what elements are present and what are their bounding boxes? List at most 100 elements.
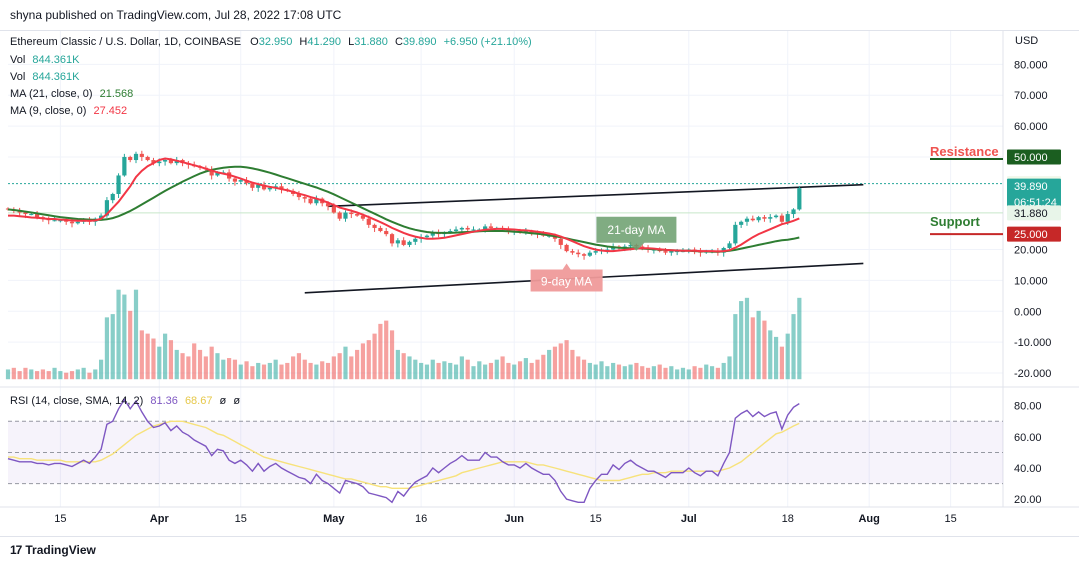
candle-body: [779, 215, 784, 222]
candle-body: [395, 240, 400, 244]
candle-body: [163, 160, 168, 162]
candle-body: [768, 217, 773, 219]
candle-body: [424, 235, 430, 238]
price-axis-label: 60.000: [1014, 121, 1048, 133]
volume-bar: [157, 346, 162, 380]
volume-bar: [756, 310, 761, 380]
candle-body: [453, 229, 459, 232]
candle-body: [744, 218, 750, 222]
volume-bar: [419, 362, 424, 380]
volume-bar: [267, 362, 272, 380]
volume-bar: [430, 359, 435, 380]
candle-body: [372, 224, 377, 228]
candle-body: [23, 212, 28, 215]
volume-bar: [744, 297, 750, 380]
ma21-callout-label: 21-day MA: [607, 223, 665, 237]
ohlc-low: 31.880: [354, 36, 388, 48]
ma9-callout-box: [530, 263, 603, 292]
volume-bar: [692, 366, 697, 380]
rsi-sma-value: 68.67: [184, 395, 213, 407]
volume-bar: [174, 349, 179, 380]
candle-body: [5, 208, 11, 210]
price-axis-label: 10.000: [1014, 275, 1048, 287]
volume-bar: [768, 330, 773, 380]
price-tag-bg: [1007, 178, 1061, 211]
volume-bar: [343, 346, 348, 380]
candle-body: [669, 251, 674, 253]
price-axis-label: 0.000: [1014, 306, 1042, 318]
tradingview-logo[interactable]: 17 TradingView: [10, 543, 96, 557]
volume-bar: [34, 371, 40, 380]
volume-bar: [552, 346, 558, 380]
publisher-bar: shyna published on TradingView.com, Jul …: [0, 0, 1079, 30]
ohlc-open-label: O: [250, 36, 259, 48]
volume-bar: [698, 367, 703, 380]
candle-body: [99, 215, 104, 219]
volume-bar: [308, 362, 313, 380]
upper-trendline: [327, 183, 864, 208]
volume-bar: [337, 353, 342, 380]
volume-bar: [244, 361, 249, 380]
candle-body: [773, 215, 779, 218]
symbol-title: Ethereum Classic / U.S. Dollar, 1D, COIN…: [10, 36, 242, 48]
price-axis-label: -20.000: [1014, 368, 1051, 380]
volume-bar: [413, 359, 418, 380]
vol-legend-2: Vol 844.361K: [10, 71, 79, 83]
vol-legend-1: Vol 844.361K: [10, 54, 79, 66]
candle-body: [413, 238, 418, 242]
ma9-value: 27.452: [93, 105, 128, 117]
volume-bar: [517, 361, 523, 380]
vol2-value: 844.361K: [32, 71, 80, 83]
candle-body: [605, 249, 610, 251]
candle-body: [570, 251, 575, 253]
volume-bar: [791, 314, 796, 380]
ma21-value: 21.568: [99, 88, 134, 100]
volume-bar: [581, 359, 587, 380]
volume-bar: [232, 359, 238, 380]
candle-body: [145, 156, 150, 161]
candle-body: [483, 226, 488, 230]
volume-bar: [128, 310, 133, 380]
volume-bar: [192, 343, 197, 380]
volume-bar: [541, 354, 546, 380]
time-axis-label: Jul: [681, 513, 697, 525]
candle-body: [430, 232, 435, 236]
candle-body: [628, 244, 633, 247]
volume-bar: [448, 362, 453, 380]
volume-bar: [715, 367, 720, 380]
candle-body: [401, 240, 406, 245]
resistance-label: Resistance: [930, 144, 999, 159]
volume-bar: [529, 362, 534, 380]
volume-bar: [453, 364, 459, 380]
ohlc-high: 41.290: [307, 36, 342, 48]
volume-bar: [314, 364, 319, 380]
volume-bar: [29, 369, 34, 380]
candle-body: [325, 203, 331, 207]
price-tag-bg: [1007, 149, 1061, 165]
ma9-callout-label: 9-day MA: [541, 274, 592, 288]
ma21-legend: MA (21, close, 0) 21.568: [10, 88, 133, 100]
candle-body: [366, 218, 371, 225]
chart-canvas[interactable]: 21-day MA 9-day MA Resistance Support USD 80.…: [0, 31, 1079, 536]
volume-bar: [634, 362, 639, 380]
candle-body: [296, 193, 302, 198]
candle-body: [675, 251, 680, 253]
volume-bar: [587, 362, 592, 380]
volume-bar: [273, 359, 278, 380]
chart-frame: 21-day MA 9-day MA Resistance Support USD 80.…: [0, 30, 1079, 537]
candle-body: [576, 252, 581, 255]
volume-bar: [471, 366, 476, 380]
rsi-axis-label: 40.00: [1014, 463, 1042, 475]
candle-body: [797, 188, 802, 210]
time-axis-label: 15: [590, 513, 602, 525]
candle-body: [448, 231, 453, 233]
volume-bar: [261, 364, 267, 380]
candle-body: [110, 193, 115, 201]
candle-body: [349, 212, 354, 215]
candle-body: [69, 221, 75, 224]
volume-bar: [104, 317, 110, 380]
volume-bar: [622, 366, 627, 380]
volume-bar: [570, 349, 575, 380]
price-axis-label: 70.000: [1014, 90, 1048, 102]
candle-body: [407, 241, 412, 245]
